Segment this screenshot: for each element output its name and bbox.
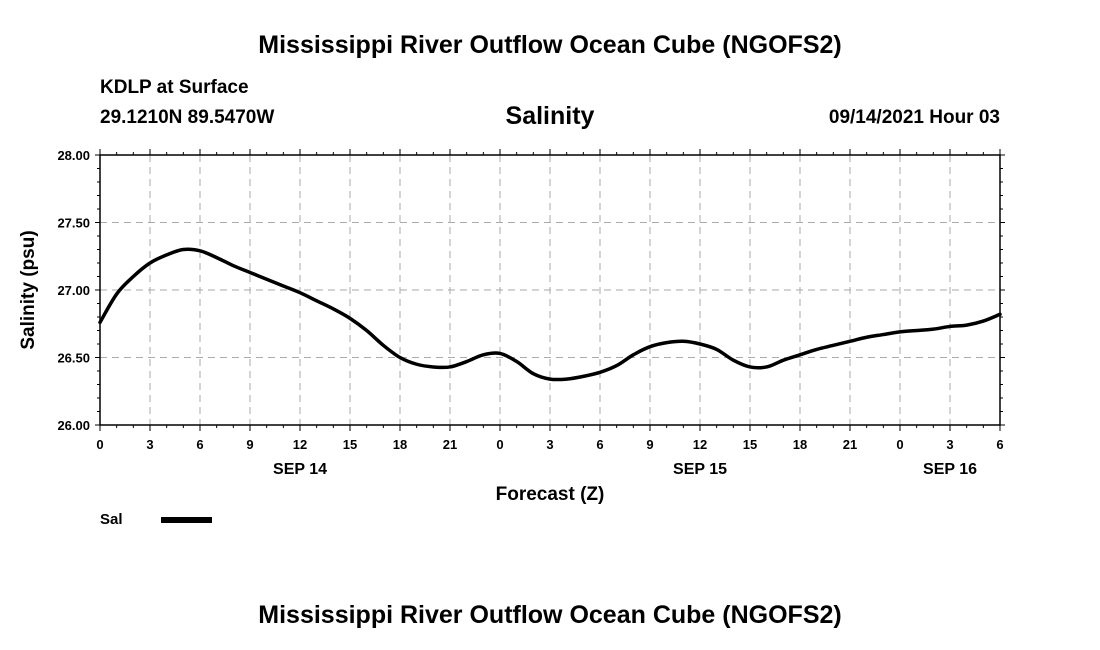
x-tick-label: 6	[596, 437, 603, 452]
data-point	[865, 336, 868, 339]
date-label: SEP 14	[273, 461, 327, 478]
data-point	[315, 300, 318, 302]
data-point	[249, 271, 251, 274]
y-tick-label: 28.00	[57, 148, 90, 163]
data-point	[165, 254, 168, 256]
y-tick-labels: 26.00 26.50 27.00 27.50 28.00	[57, 148, 90, 433]
data-point	[432, 366, 435, 368]
data-point	[115, 293, 118, 295]
data-point	[749, 366, 751, 368]
x-tick-label: 12	[293, 437, 307, 452]
data-point	[599, 371, 601, 374]
data-point	[132, 275, 135, 278]
data-point	[232, 264, 235, 267]
data-point	[549, 378, 551, 380]
data-point	[515, 360, 518, 363]
datetime-label: 09/14/2021 Hour 03	[828, 107, 1000, 128]
x-tick-label: 6	[196, 437, 203, 452]
x-tick-label: 18	[393, 437, 407, 452]
y-axis-title: Salinity (psu)	[18, 230, 39, 349]
data-point	[782, 359, 785, 362]
data-point	[615, 364, 618, 367]
data-point	[465, 360, 468, 363]
y-tick-label: 27.00	[57, 283, 90, 298]
date-label: SEP 15	[673, 461, 727, 478]
x-tick-label: 3	[946, 437, 953, 452]
data-point	[682, 340, 685, 343]
data-point	[632, 354, 635, 356]
data-point	[449, 366, 451, 368]
chart-title: Salinity	[505, 102, 595, 130]
data-point	[982, 320, 985, 322]
station-label: KDLP at Surface	[100, 77, 249, 98]
y-tick-label: 26.00	[57, 418, 90, 433]
y-tick-label: 27.50	[57, 216, 90, 231]
data-point	[482, 354, 485, 356]
data-point	[765, 366, 768, 368]
data-point	[832, 344, 835, 347]
x-tick-label: 3	[546, 437, 553, 452]
data-point	[299, 291, 301, 294]
plot-frame	[99, 154, 1001, 426]
x-tick-label: 3	[146, 437, 153, 452]
data-point	[215, 256, 218, 259]
top-title: Mississippi River Outflow Ocean Cube (NG…	[258, 31, 842, 59]
data-point	[899, 331, 901, 333]
data-point	[282, 285, 285, 287]
x-tick-label: 9	[646, 437, 653, 452]
data-point	[582, 375, 585, 378]
x-tick-label: 0	[896, 437, 903, 452]
data-point	[382, 344, 385, 347]
data-point	[999, 313, 1001, 316]
data-point	[365, 329, 368, 332]
data-point	[349, 317, 351, 320]
data-point	[532, 372, 535, 375]
legend-label: Sal	[100, 511, 123, 528]
data-point	[932, 328, 935, 330]
x-tick-label: 12	[693, 437, 707, 452]
x-tick-labels: 0 3 6 9 12 15 18 21 0 3 6 9 12 15 18 21 0 3 6	[96, 437, 1003, 452]
x-tick-label: 0	[96, 437, 103, 452]
data-point	[565, 378, 568, 380]
data-point	[815, 348, 818, 351]
data-point	[399, 356, 401, 359]
x-tick-label: 0	[496, 437, 503, 452]
data-point	[715, 348, 718, 351]
data-point	[732, 359, 735, 362]
data-point	[799, 354, 801, 356]
x-tick-label: 15	[343, 437, 357, 452]
grid	[100, 155, 1000, 425]
data-point	[882, 333, 885, 336]
data-point	[649, 345, 651, 348]
data-point	[915, 329, 918, 332]
date-labels: SEP 14 SEP 15 SEP 16	[273, 461, 977, 478]
data-point	[265, 278, 268, 281]
data-point	[182, 248, 185, 251]
x-tick-label: 6	[996, 437, 1003, 452]
data-point	[415, 363, 418, 366]
x-tick-label: 21	[443, 437, 457, 452]
data-point	[965, 324, 968, 326]
data-point	[499, 352, 501, 355]
x-tick-label: 9	[246, 437, 253, 452]
bottom-title: Mississippi River Outflow Ocean Cube (NG…	[258, 601, 842, 629]
x-tick-label: 18	[793, 437, 807, 452]
location-label: 29.1210N 89.5470W	[100, 107, 275, 128]
data-point	[849, 340, 851, 343]
series-layer	[98, 247, 1002, 382]
x-tick-label: 15	[743, 437, 757, 452]
x-tick-label: 21	[843, 437, 857, 452]
data-point	[949, 325, 951, 328]
data-point	[332, 308, 335, 310]
data-point	[199, 250, 201, 252]
data-point	[699, 343, 701, 345]
date-label: SEP 16	[923, 461, 977, 478]
data-point	[665, 341, 668, 344]
data-point	[149, 262, 151, 264]
y-tick-label: 26.50	[57, 351, 90, 366]
data-point	[99, 321, 101, 324]
x-axis-title: Forecast (Z)	[496, 484, 605, 505]
